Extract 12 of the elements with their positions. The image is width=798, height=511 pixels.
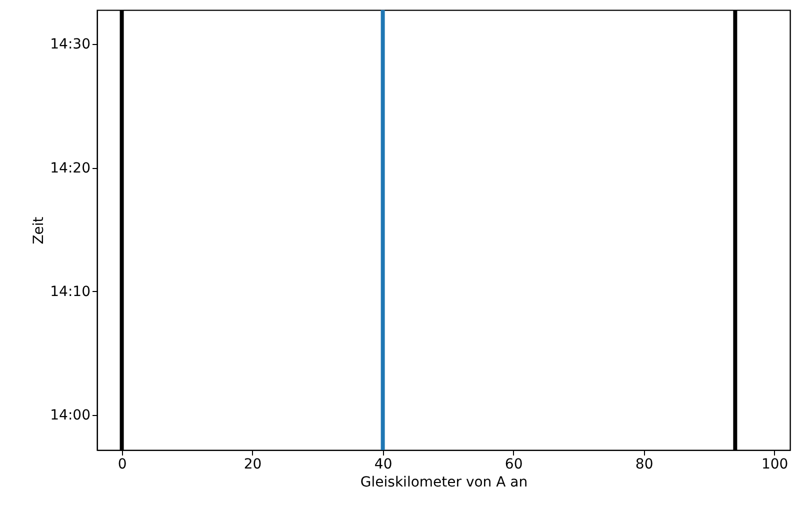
x-axis-title: Gleiskilometer von A an xyxy=(360,474,528,490)
x-tick-label: 80 xyxy=(635,456,654,472)
y-tick-label: 14:20 xyxy=(50,160,90,176)
x-tick-label: 20 xyxy=(244,456,262,472)
x-tick-label: 100 xyxy=(761,456,788,472)
y-tick-label: 14:00 xyxy=(50,408,90,424)
x-tick-label: 60 xyxy=(504,456,523,472)
x-tick-label: 0 xyxy=(118,456,127,472)
x-tick-label: 40 xyxy=(374,456,392,472)
y-tick-label: 14:10 xyxy=(50,284,90,300)
y-axis-title: Zeit xyxy=(31,216,48,244)
y-tick-label: 14:30 xyxy=(50,36,90,53)
